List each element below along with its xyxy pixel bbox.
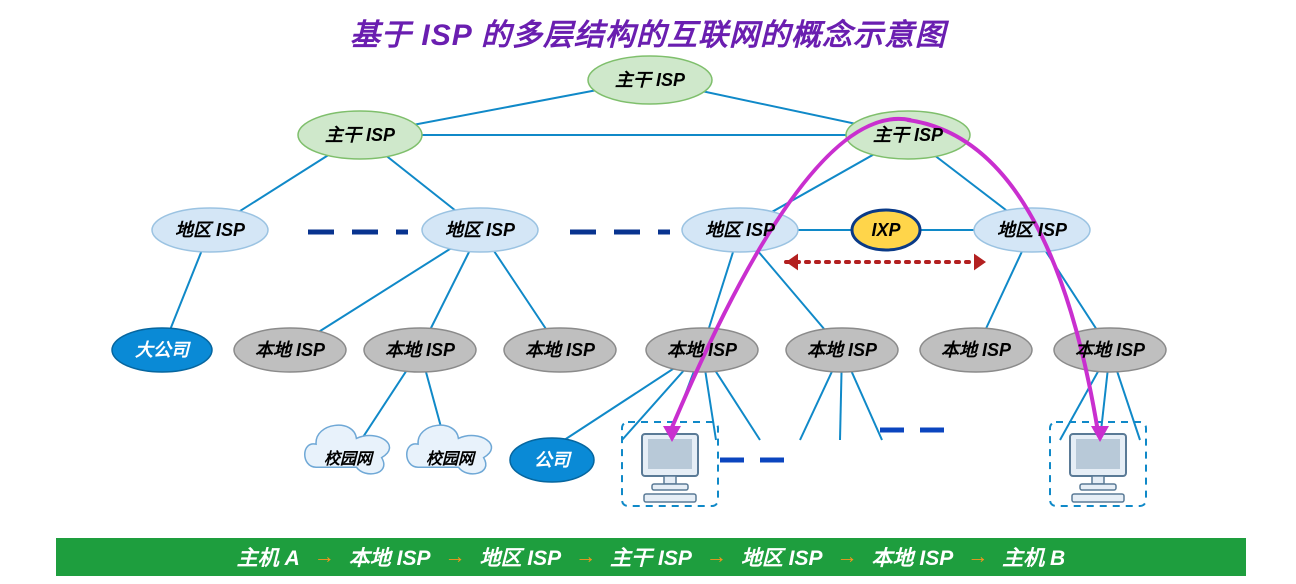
node-label-regional_1: 地区 ISP xyxy=(175,221,245,239)
path-step-2: 地区 ISP xyxy=(479,542,561,572)
routing-path-bar: 主机 A → 本地 ISP → 地区 ISP → 主干 ISP → 地区 ISP → 本地 ISP →… xyxy=(56,538,1246,576)
path-step-1: 本地 ISP xyxy=(349,542,431,572)
node-label-local_l1: 本地 ISP xyxy=(255,341,325,359)
node-label-backbone_right: 主干 ISP xyxy=(873,126,943,144)
path-arrow-icon: → xyxy=(706,545,727,569)
path-arrow-icon: → xyxy=(575,545,596,569)
node-label-ixp: IXP xyxy=(871,221,900,239)
node-label-cloud_c2: 校园网 xyxy=(426,452,474,468)
node-label-cloud_c1: 校园网 xyxy=(324,452,372,468)
node-label-backbone_top: 主干 ISP xyxy=(615,71,685,89)
diagram-title: 基于 ISP 的多层结构的互联网的概念示意图 xyxy=(0,10,1296,54)
node-label-local_big: 大公司 xyxy=(135,341,189,359)
node-label-local_r3: 本地 ISP xyxy=(941,341,1011,359)
path-arrow-icon: → xyxy=(967,545,988,569)
node-label-regional_2: 地区 ISP xyxy=(445,221,515,239)
path-step-5: 本地 ISP xyxy=(872,542,954,572)
node-label-local_r4: 本地 ISP xyxy=(1075,341,1145,359)
node-label-local_l2: 本地 ISP xyxy=(385,341,455,359)
path-arrow-icon: → xyxy=(444,545,465,569)
node-label-local_l3: 本地 ISP xyxy=(525,341,595,359)
path-step-3: 主干 ISP xyxy=(610,542,692,572)
node-label-company: 公司 xyxy=(534,451,570,469)
path-step-0: 主机 A xyxy=(237,542,300,572)
path-step-4: 地区 ISP xyxy=(741,542,823,572)
path-arrow-icon: → xyxy=(837,545,858,569)
node-label-regional_3: 地区 ISP xyxy=(705,221,775,239)
node-label-local_r2: 本地 ISP xyxy=(807,341,877,359)
node-label-regional_4: 地区 ISP xyxy=(997,221,1067,239)
node-label-local_r1: 本地 ISP xyxy=(667,341,737,359)
path-step-6: 主机 B xyxy=(1002,542,1065,572)
path-arrow-icon: → xyxy=(314,545,335,569)
diagram-stage: 基于 ISP 的多层结构的互联网的概念示意图 主机 A → 本地 ISP → 地区 IS… xyxy=(0,0,1296,584)
node-label-backbone_left: 主干 ISP xyxy=(325,126,395,144)
